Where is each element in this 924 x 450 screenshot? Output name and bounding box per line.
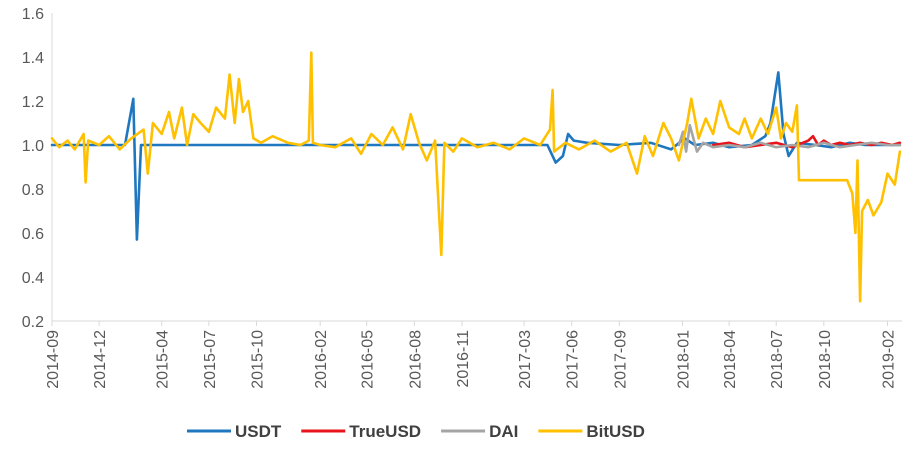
x-tick-label: 2018-04 <box>722 330 739 389</box>
y-tick-label: 0.2 <box>22 314 44 331</box>
x-tick-label: 2018-10 <box>817 330 834 389</box>
legend-label-trueusd: TrueUSD <box>349 422 421 441</box>
y-tick-label: 1.4 <box>22 50 44 67</box>
x-tick-label: 2014-12 <box>92 330 109 389</box>
x-tick-label: 2016-08 <box>407 330 424 389</box>
legend-label-dai: DAI <box>489 422 518 441</box>
plot-area <box>50 51 902 303</box>
series-line-dai <box>677 123 902 153</box>
x-tick-label: 2018-07 <box>769 330 786 389</box>
x-tick-label: 2015-04 <box>155 330 172 389</box>
y-tick-label: 0.6 <box>22 226 44 243</box>
x-tick-label: 2016-11 <box>455 330 472 388</box>
x-tick-label: 2015-10 <box>249 330 266 389</box>
x-tick-label: 2017-06 <box>565 330 582 389</box>
x-tick-label: 2015-07 <box>202 330 219 389</box>
y-tick-label: 0.4 <box>22 270 44 287</box>
x-tick-label: 2017-09 <box>612 330 629 389</box>
series-line-bitusd <box>50 51 902 303</box>
x-tick-label: 2018-01 <box>676 330 693 389</box>
legend-label-usdt: USDT <box>235 422 282 441</box>
x-axis: 2014-09 2014-12 2015-04 2015-07 2015-10 2016-… <box>45 320 902 389</box>
x-tick-label: 2019-02 <box>881 330 898 389</box>
x-tick-label: 2017-03 <box>517 330 534 389</box>
y-tick-label: 1.6 <box>22 6 44 23</box>
legend: USDT TrueUSD DAI BitUSD <box>187 422 645 441</box>
x-tick-label: 2014-09 <box>45 330 62 389</box>
y-tick-label: 1.2 <box>22 94 44 111</box>
x-tick-label: 2016-05 <box>360 330 377 389</box>
x-tick-label: 2016-02 <box>313 330 330 389</box>
series-line-usdt <box>50 71 902 241</box>
legend-label-bitusd: BitUSD <box>586 422 645 441</box>
y-tick-label: 0.8 <box>22 182 44 199</box>
y-axis: 0.2 0.4 0.6 0.8 1.0 1.2 1.4 1.6 <box>22 6 53 331</box>
y-tick-label: 1.0 <box>22 138 44 155</box>
